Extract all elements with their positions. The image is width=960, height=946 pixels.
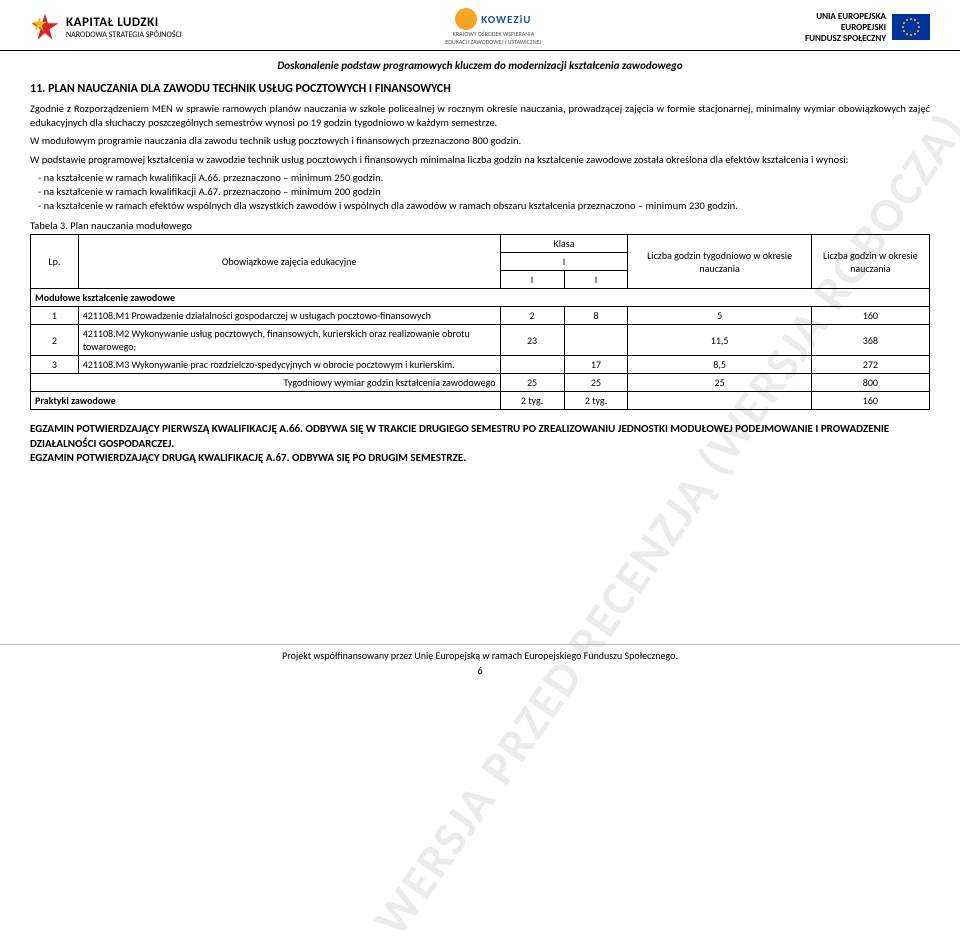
bullet-1-text: na kształcenie w ramach kwalifikacji A.6… [44, 171, 384, 184]
koweziu-line1: KRAJOWY OŚRODEK WSPIERANIA [453, 30, 535, 38]
cog-icon [455, 8, 477, 30]
th-sem2: I [564, 271, 628, 289]
table-row: 2 421108.M2 Wykonywanie usług pocztowych… [31, 325, 930, 356]
praktyki-weekly [628, 392, 811, 410]
sum-row: Tygodniowy wymiar godzin kształcenia zaw… [31, 374, 930, 392]
page-content: WERSJA PRZED RECENZJĄ (WERSJA ROBOCZA) D… [0, 51, 960, 465]
cell-c1 [500, 356, 564, 374]
eu-line3: FUNDUSZ SPOŁECZNY [805, 33, 886, 44]
plan-table: Lp. Obowiązkowe zajęcia edukacyjne Klasa… [30, 234, 930, 410]
praktyki-c2: 2 tyg. [564, 392, 628, 410]
th-lp: Lp. [31, 235, 79, 289]
sum-c1: 25 [500, 374, 564, 392]
paragraph-2: W modułowym programie nauczania dla zawo… [30, 134, 930, 148]
cell-subject: 421108.M3 Wykonywanie prac rozdzielczo-s… [78, 356, 500, 374]
th-total: Liczba godzin w okresie nauczania [811, 235, 929, 289]
cell-c2 [564, 325, 628, 356]
th-sem1: I [500, 271, 564, 289]
bullet-2: - na kształcenie w ramach kwalifikacji A… [30, 185, 930, 199]
exam-line2: EGZAMIN POTWIERDZAJĄCY DRUGĄ KWALIFIKACJ… [30, 451, 930, 465]
footer-text: Projekt współfinansowany przez Unię Euro… [0, 649, 960, 662]
th-klasa-i: I [500, 253, 628, 271]
koweziu-line2: EDUKACJI ZAWODOWEJ I USTAWICZNEJ [445, 38, 541, 46]
bullet-1: - na kształcenie w ramach kwalifikacji A… [30, 171, 930, 185]
koweziu-brand: KOWEZiU [481, 13, 531, 26]
logo-kapital-ludzki: KAPITAŁ LUDZKI NARODOWA STRATEGIA SPÓJNO… [30, 12, 182, 42]
eu-line2: EUROPEJSKI [805, 22, 886, 33]
section-row: Modułowe kształcenie zawodowe [31, 289, 930, 307]
bullet-2-text: na kształcenie w ramach kwalifikacji A.6… [44, 185, 381, 198]
cell-weekly: 5 [628, 307, 811, 325]
cell-c2: 8 [564, 307, 628, 325]
cell-total: 368 [811, 325, 929, 356]
paragraph-3: W podstawie programowej kształcenia w za… [30, 153, 930, 167]
star-icon [30, 12, 60, 42]
cell-lp: 2 [31, 325, 79, 356]
logo-koweziu: KOWEZiU KRAJOWY OŚRODEK WSPIERANIA EDUKA… [445, 8, 541, 46]
page-number: 6 [0, 664, 960, 677]
cell-c1: 23 [500, 325, 564, 356]
kl-title: KAPITAŁ LUDZKI [66, 15, 182, 30]
page-header: KAPITAŁ LUDZKI NARODOWA STRATEGIA SPÓJNO… [0, 0, 960, 51]
cell-c2: 17 [564, 356, 628, 374]
sum-total: 800 [811, 374, 929, 392]
kl-subtitle: NARODOWA STRATEGIA SPÓJNOŚCI [66, 30, 182, 40]
th-weekly: Liczba godzin tygodniowo w okresie naucz… [628, 235, 811, 289]
sum-weekly: 25 [628, 374, 811, 392]
cell-c1: 2 [500, 307, 564, 325]
exam-block: EGZAMIN POTWIERDZAJĄCY PIERWSZĄ KWALIFIK… [30, 422, 930, 465]
section-title: 11. PLAN NAUCZANIA DLA ZAWODU TECHNIK US… [30, 82, 930, 96]
paragraph-1: Zgodnie z Rozporządzeniem MEN w sprawie … [30, 102, 930, 130]
eu-line1: UNIA EUROPEJSKA [805, 11, 886, 22]
cell-total: 272 [811, 356, 929, 374]
table-caption: Tabela 3. Plan nauczania modułowego [30, 219, 930, 232]
exam-line1: EGZAMIN POTWIERDZAJĄCY PIERWSZĄ KWALIFIK… [30, 422, 930, 451]
bullet-3-text: na kształcenie w ramach efektów wspólnyc… [44, 199, 738, 212]
praktyki-label: Praktyki zawodowe [31, 392, 501, 410]
page-footer: Projekt współfinansowany przez Unię Euro… [0, 644, 960, 677]
cell-subject: 421108.M1 Prowadzenie działalności gospo… [78, 307, 500, 325]
th-klasa: Klasa [500, 235, 628, 253]
cell-lp: 3 [31, 356, 79, 374]
sum-c2: 25 [564, 374, 628, 392]
praktyki-total: 160 [811, 392, 929, 410]
bullet-3: - na kształcenie w ramach efektów wspóln… [30, 199, 930, 213]
eu-flag-icon [892, 14, 930, 40]
cell-weekly: 8,5 [628, 356, 811, 374]
cell-lp: 1 [31, 307, 79, 325]
logo-eu: UNIA EUROPEJSKA EUROPEJSKI FUNDUSZ SPOŁE… [805, 11, 930, 44]
cell-weekly: 11,5 [628, 325, 811, 356]
table-row: 3 421108.M3 Wykonywanie prac rozdzielczo… [31, 356, 930, 374]
cell-total: 160 [811, 307, 929, 325]
praktyki-row: Praktyki zawodowe 2 tyg. 2 tyg. 160 [31, 392, 930, 410]
page-subtitle: Doskonalenie podstaw programowych klucze… [30, 59, 930, 72]
praktyki-c1: 2 tyg. [500, 392, 564, 410]
table-row: 1 421108.M1 Prowadzenie działalności gos… [31, 307, 930, 325]
th-subject: Obowiązkowe zajęcia edukacyjne [78, 235, 500, 289]
sum-label: Tygodniowy wymiar godzin kształcenia zaw… [31, 374, 501, 392]
cell-subject: 421108.M2 Wykonywanie usług pocztowych, … [78, 325, 500, 356]
